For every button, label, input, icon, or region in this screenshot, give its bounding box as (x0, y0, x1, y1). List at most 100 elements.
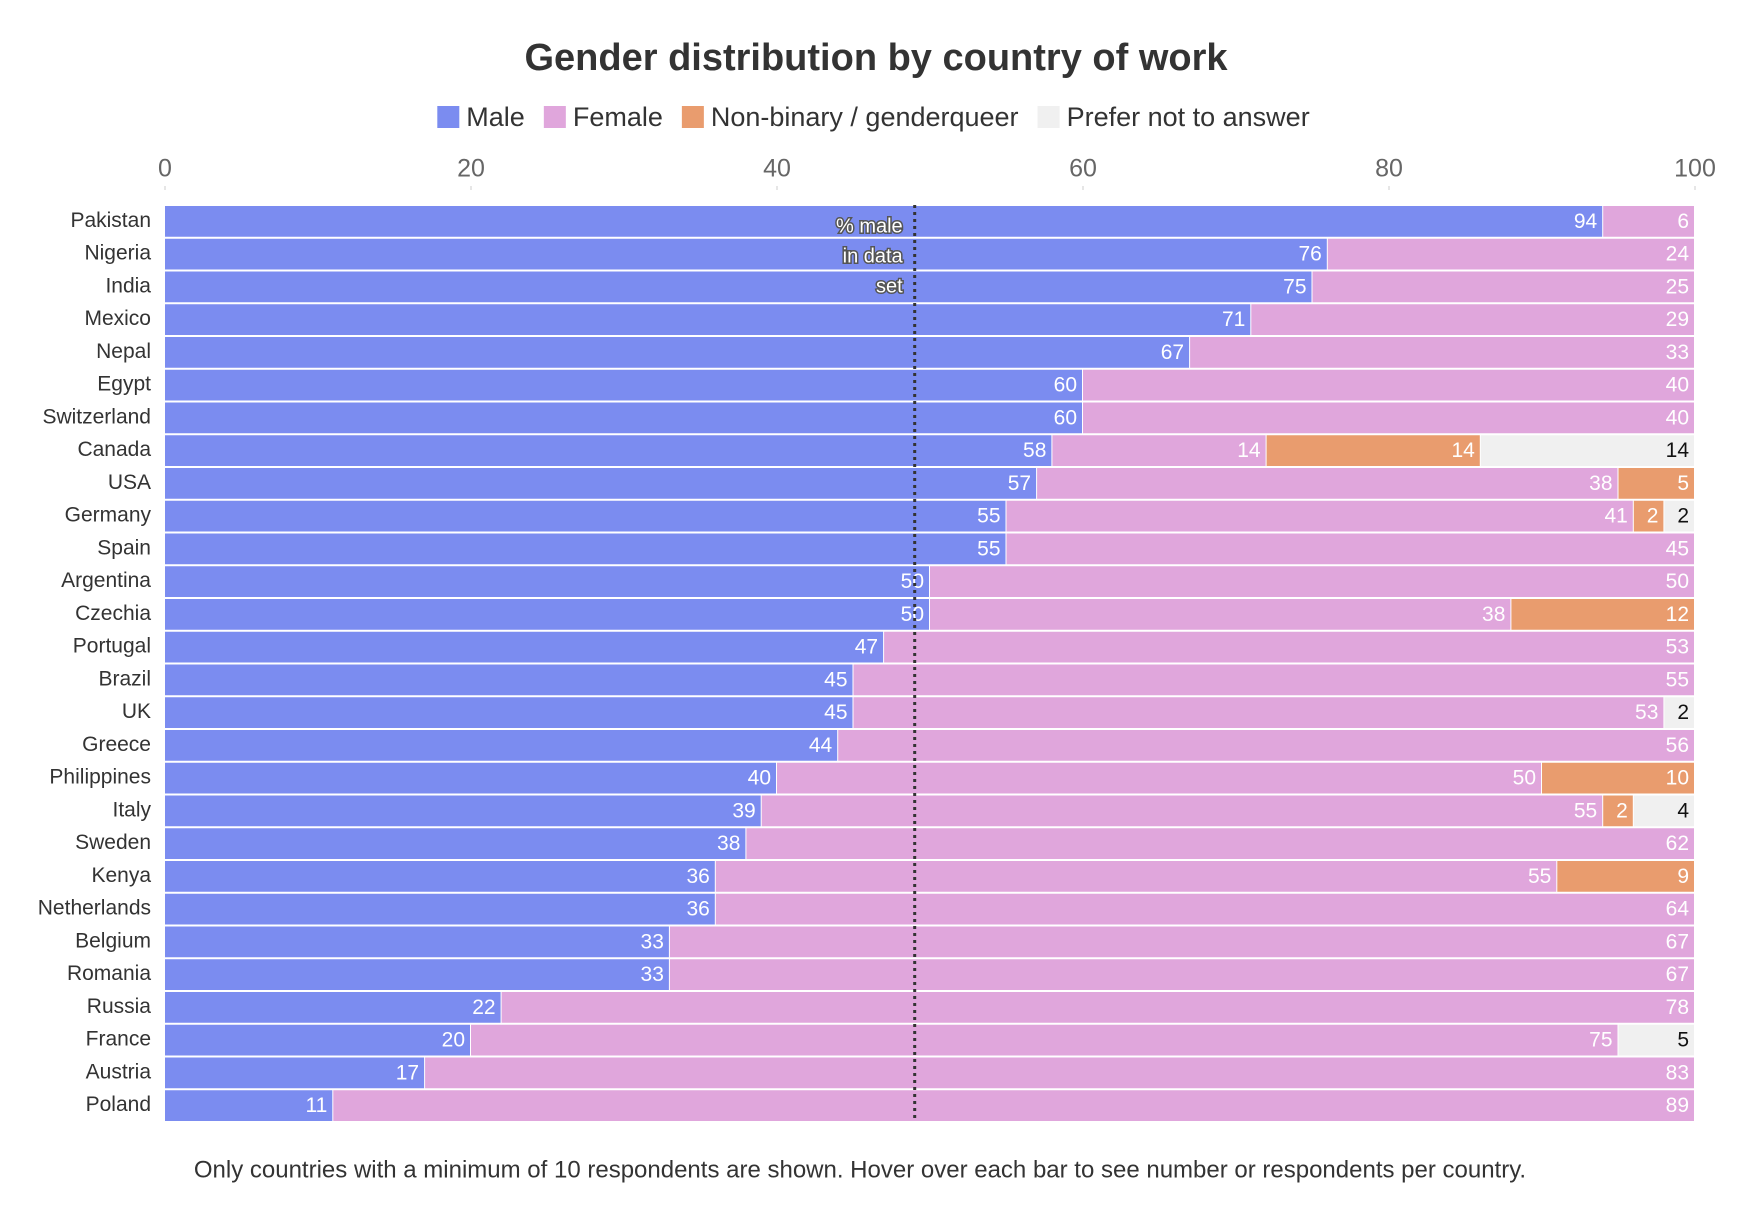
category-label: Philippines (49, 766, 151, 789)
value-label: 38 (717, 832, 740, 855)
bar-segment (1083, 402, 1694, 434)
bar-segment (1557, 861, 1694, 892)
bar-segment (1618, 468, 1694, 499)
value-label: 60 (1054, 406, 1077, 429)
bar-segment (165, 697, 853, 728)
bar-segment (884, 631, 1694, 663)
value-label: 11 (305, 1094, 327, 1117)
legend-swatch (437, 106, 460, 128)
bar-segment (165, 664, 853, 696)
value-label: 94 (1574, 210, 1598, 233)
bar-segment (165, 1090, 333, 1121)
value-label: 64 (1666, 898, 1690, 921)
category-label: Belgium (75, 929, 151, 952)
value-label: 53 (1666, 636, 1689, 659)
bar-segment (333, 1090, 1694, 1121)
value-label: 57 (1008, 472, 1031, 495)
bar-segment (165, 533, 1006, 565)
bar-segment (165, 369, 1082, 401)
bar-segment (165, 566, 929, 597)
category-label: Mexico (84, 307, 151, 330)
bar-segment (425, 1057, 1695, 1089)
value-label: 33 (641, 963, 664, 986)
value-label: 22 (472, 996, 495, 1019)
category-label: Greece (82, 733, 151, 756)
value-label: 14 (1666, 439, 1690, 462)
chart-title: Gender distribution by country of work (524, 37, 1228, 79)
bar-segment (1083, 369, 1694, 401)
category-label: USA (108, 471, 151, 494)
bar-segment (1542, 762, 1694, 794)
bar-segment (165, 271, 1312, 303)
bar-segment (930, 599, 1511, 630)
value-label: 53 (1635, 701, 1658, 724)
legend-swatch (1037, 106, 1060, 128)
value-label: 89 (1666, 1094, 1689, 1117)
bar-segment (1006, 533, 1694, 565)
value-label: 75 (1589, 1029, 1612, 1052)
legend-swatch (681, 106, 704, 128)
category-label: France (86, 1028, 151, 1051)
value-label: 67 (1666, 930, 1689, 953)
value-label: 56 (1666, 734, 1689, 757)
bar-segment (1603, 795, 1633, 827)
value-label: 40 (1666, 406, 1689, 429)
value-label: 14 (1237, 439, 1261, 462)
value-label: 75 (1283, 275, 1306, 298)
bar-segment (1052, 435, 1266, 466)
bar-segment (165, 1057, 425, 1089)
legend-label: Prefer not to answer (1067, 102, 1310, 132)
bar-segment (165, 893, 715, 925)
bar-segment (1190, 337, 1694, 368)
category-label: Egypt (97, 373, 151, 396)
value-label: 45 (1666, 537, 1689, 560)
value-label: 67 (1666, 963, 1689, 986)
x-tick-label: 40 (763, 155, 791, 183)
bar-segment (853, 697, 1664, 728)
legend-label: Female (573, 102, 663, 132)
value-label: 39 (732, 799, 755, 822)
legend-label: Non-binary / genderqueer (711, 102, 1019, 132)
category-label: Sweden (75, 831, 151, 854)
value-label: 25 (1666, 275, 1689, 298)
bar-segment (715, 861, 1557, 892)
category-label: Nepal (96, 340, 151, 363)
bar-segment (165, 1024, 470, 1056)
value-label: 5 (1677, 472, 1689, 495)
category-label: Switzerland (42, 405, 151, 428)
bar-segment (1006, 500, 1633, 532)
bar-segment (1037, 468, 1618, 499)
value-label: 14 (1451, 439, 1475, 462)
value-label: 45 (824, 701, 847, 724)
bar-segment (165, 762, 776, 794)
bar-segment (1327, 238, 1694, 270)
category-label: Spain (97, 536, 151, 559)
value-label: 47 (855, 636, 878, 659)
value-label: 71 (1222, 308, 1245, 331)
category-label: Kenya (91, 864, 151, 887)
bar-segment (165, 435, 1052, 466)
value-label: 2 (1616, 799, 1628, 822)
value-label: 45 (824, 668, 847, 691)
category-label: Pakistan (70, 209, 151, 232)
legend-label: Male (466, 102, 525, 132)
value-label: 50 (901, 570, 924, 593)
value-label: 10 (1666, 767, 1689, 790)
legend-swatch (543, 106, 566, 128)
bar-segment (165, 828, 746, 859)
value-label: 62 (1666, 832, 1689, 855)
bar-segment (1633, 795, 1694, 827)
value-label: 76 (1298, 243, 1321, 266)
value-label: 50 (1513, 767, 1536, 790)
category-label: Brazil (98, 667, 151, 690)
category-label: Austria (86, 1060, 152, 1083)
category-label: Netherlands (38, 897, 151, 920)
x-tick-label: 60 (1069, 155, 1097, 183)
bar-segment (853, 664, 1694, 696)
bar-segment (165, 206, 1603, 237)
bar-segment (1251, 304, 1694, 335)
bar-segment (165, 238, 1327, 270)
bar-segment (165, 926, 669, 958)
value-label: 58 (1023, 439, 1046, 462)
value-label: 55 (1666, 668, 1689, 691)
